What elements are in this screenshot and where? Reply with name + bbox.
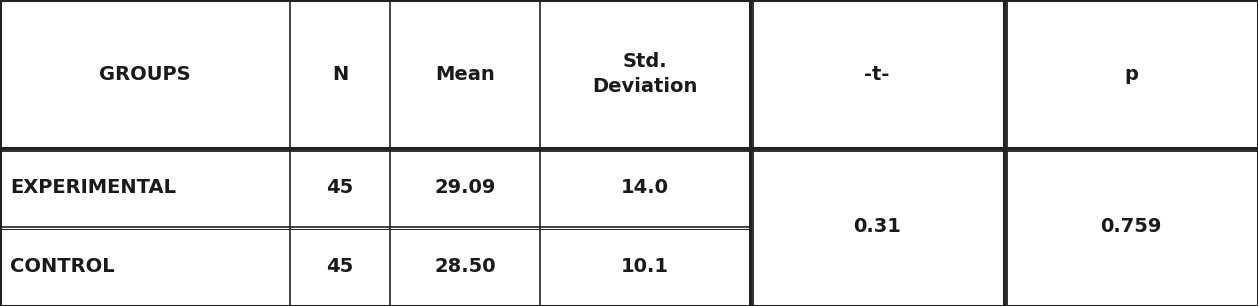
Text: 10.1: 10.1 xyxy=(621,257,669,276)
Text: CONTROL: CONTROL xyxy=(10,257,114,276)
Text: p: p xyxy=(1125,65,1138,84)
Text: Std.
Deviation: Std. Deviation xyxy=(593,52,698,96)
Text: 29.09: 29.09 xyxy=(434,178,496,197)
Text: N: N xyxy=(332,65,348,84)
Text: GROUPS: GROUPS xyxy=(99,65,191,84)
Text: 0.759: 0.759 xyxy=(1101,218,1161,237)
Text: 28.50: 28.50 xyxy=(434,257,496,276)
Text: 0.31: 0.31 xyxy=(853,218,901,237)
Text: -t-: -t- xyxy=(864,65,889,84)
Text: EXPERIMENTAL: EXPERIMENTAL xyxy=(10,178,176,197)
Text: Mean: Mean xyxy=(435,65,494,84)
Text: 45: 45 xyxy=(326,178,353,197)
Text: 45: 45 xyxy=(326,257,353,276)
Text: 14.0: 14.0 xyxy=(621,178,669,197)
